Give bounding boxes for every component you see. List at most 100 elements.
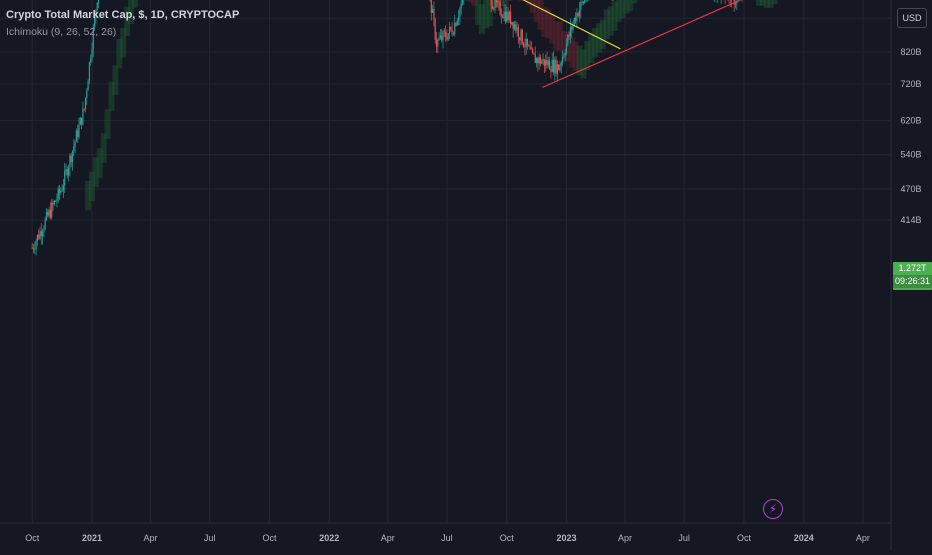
y-tick-label: 540B: [900, 150, 921, 160]
x-tick-label: Oct: [262, 533, 277, 543]
candle-body: [561, 63, 562, 65]
candle-body: [46, 212, 47, 219]
candle-body: [446, 37, 447, 39]
candle-body: [498, 1, 499, 2]
y-tick-label: 414B: [900, 215, 921, 225]
candle-body: [584, 0, 585, 3]
candle-body: [510, 12, 511, 24]
candle-body: [449, 27, 450, 33]
candle-body: [440, 36, 441, 39]
candle-body: [502, 17, 503, 18]
candle-body: [544, 59, 545, 65]
x-tick-label: Apr: [856, 533, 870, 543]
candle-body: [71, 156, 72, 162]
candle-body: [90, 59, 91, 63]
candle-body: [514, 24, 515, 29]
candle-body: [522, 30, 523, 44]
x-tick-label: 2023: [556, 533, 576, 543]
candle-body: [445, 32, 446, 37]
candle-body: [453, 34, 454, 35]
cloud-segment: [105, 109, 111, 139]
candle-body: [549, 61, 550, 70]
indicator-label[interactable]: Ichimoku (9, 26, 52, 26): [6, 26, 116, 38]
candle-body: [531, 49, 532, 50]
candle-body: [55, 201, 56, 202]
candle-body: [552, 60, 553, 72]
candle-body: [39, 231, 40, 238]
candle-body: [550, 70, 551, 72]
candle-body: [496, 0, 497, 2]
candle-body: [439, 38, 440, 40]
candle-body: [541, 61, 542, 63]
candle-body: [578, 13, 579, 16]
candle-body: [60, 191, 61, 193]
candle-body: [556, 60, 557, 74]
candle-body: [43, 229, 44, 233]
candle-body: [565, 53, 566, 55]
candle-body: [52, 203, 53, 204]
candle-body: [54, 201, 55, 204]
candle-body: [433, 9, 434, 20]
cloud-segment: [772, 0, 778, 4]
candle-body: [532, 49, 533, 53]
ichimoku-cloud: [85, 0, 781, 210]
candle-body: [491, 0, 492, 6]
candle-body: [34, 249, 35, 250]
candle-body: [517, 27, 518, 30]
candle-body: [435, 20, 436, 40]
y-tick-label: 720B: [900, 79, 921, 89]
candle-body: [536, 58, 537, 63]
candle-body: [535, 54, 536, 63]
candle-body: [41, 231, 42, 236]
candle-body: [533, 53, 534, 54]
candle-body: [432, 9, 433, 13]
x-tick-label: Oct: [25, 533, 40, 543]
candle-body: [509, 12, 510, 20]
candle-body: [513, 22, 514, 29]
lightning-icon[interactable]: ⚡: [763, 499, 783, 519]
candle-body: [73, 146, 74, 151]
candle-body: [77, 131, 78, 137]
candle-body: [454, 23, 455, 34]
candle-body: [570, 27, 571, 37]
candle-body: [524, 46, 525, 47]
last-price-badge: 1.272T 09:26:31: [893, 262, 932, 290]
currency-button[interactable]: USD: [897, 8, 927, 28]
candle-body: [64, 171, 65, 186]
candle-body: [506, 12, 507, 22]
candle-body: [462, 0, 463, 4]
candle-body: [56, 199, 57, 201]
candle-body: [576, 13, 577, 21]
candle-body: [582, 2, 583, 3]
candle-body: [569, 35, 570, 36]
y-tick-label: 470B: [900, 184, 921, 194]
candle-body: [580, 2, 581, 10]
candle-body: [457, 21, 458, 26]
candle-body: [501, 14, 502, 16]
candle-body: [58, 189, 59, 200]
candle-body: [518, 27, 519, 37]
candle-body: [50, 210, 51, 218]
candle-body: [504, 12, 505, 18]
x-tick-label: Jul: [204, 533, 216, 543]
candle-body: [571, 27, 572, 30]
candle-body: [546, 60, 547, 65]
x-tick-label: Apr: [618, 533, 632, 543]
candle-body: [511, 22, 512, 24]
candle-body: [554, 60, 555, 73]
candle-body: [497, 1, 498, 2]
candle-body: [444, 31, 445, 32]
cloud-segment: [112, 65, 118, 95]
candle-body: [59, 189, 60, 193]
candle-body: [545, 60, 546, 66]
candle-body: [583, 2, 584, 3]
candle-body: [527, 39, 528, 46]
candle-body: [448, 33, 449, 39]
cloud-segment: [631, 0, 637, 3]
candle-body: [85, 98, 86, 109]
candle-body: [548, 61, 549, 65]
candle-body: [455, 23, 456, 25]
candle-body: [81, 118, 82, 125]
